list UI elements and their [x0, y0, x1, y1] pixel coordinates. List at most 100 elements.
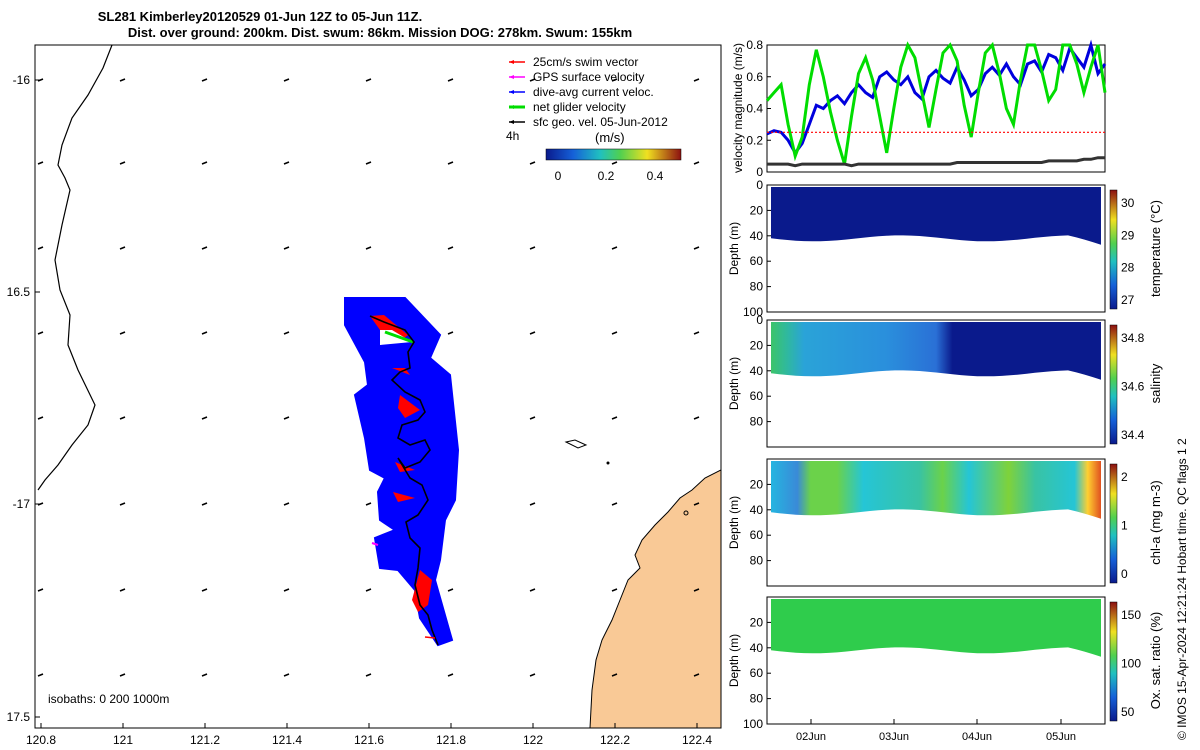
geo-arrow [119, 588, 126, 592]
geo-arrow [611, 588, 618, 592]
title-line-1: SL281 Kimberley20120529 01-Jun 12Z to 05… [97, 9, 423, 24]
colorbar-tick-label: 34.4 [1121, 428, 1145, 442]
map-panel: 120.8 121 121.2 121.4 121.6 121.8 122 122.2 122.… [7, 44, 722, 747]
geo-arrow [365, 588, 372, 592]
profile-data-band [771, 461, 1101, 519]
geo-arrow [447, 246, 454, 250]
colorbar-tick-label: 29 [1121, 228, 1135, 242]
velocity-line [766, 39, 1107, 156]
geo-arrow [529, 78, 536, 82]
geo-arrow [119, 331, 126, 335]
geo-arrow [447, 588, 454, 592]
velocity-y-tick-label: 0.2 [746, 133, 763, 147]
geo-arrow [611, 246, 618, 250]
depth-tick-label: 80 [750, 415, 764, 429]
geo-arrow [283, 588, 290, 592]
depth-tick-label: 40 [750, 641, 764, 655]
geo-arrow [693, 588, 700, 592]
colorbar-tick-label: 150 [1121, 608, 1141, 622]
legend-label: sfc geo. vel. 05-Jun-2012 [533, 115, 668, 129]
title-line-2: Dist. over ground: 200km. Dist. swum: 86… [127, 25, 633, 40]
legend-label: net glider velocity [533, 100, 626, 114]
profile-colorbar [1109, 324, 1118, 445]
depth-tick-label: 80 [750, 280, 764, 294]
geo-arrow [611, 78, 618, 82]
geo-arrow [37, 246, 44, 250]
geo-arrow [693, 502, 700, 506]
velocity-y-tick-label: 0.8 [746, 38, 763, 52]
geo-arrow [365, 673, 372, 677]
depth-tick-label: 80 [750, 692, 764, 706]
colorbar-label: salinity [1148, 363, 1163, 403]
geo-arrow [283, 161, 290, 165]
geo-arrow [201, 78, 208, 82]
depth-tick-label: 20 [750, 338, 764, 352]
map-colorbar [545, 148, 682, 161]
profile-panel: 20 40 60 80 100 Depth (m) 50 100 150 Ox. sat. rat… [727, 596, 1163, 731]
geo-arrow [611, 331, 618, 335]
footer-credit: © IMOS 15-Apr-2024 12:21:24 Hobart time.… [1175, 438, 1189, 740]
velocity-series [765, 39, 1107, 168]
profile-colorbar [1109, 189, 1118, 310]
colorbar-tick-label: 30 [1121, 196, 1135, 210]
velocity-line [767, 156, 1105, 168]
geo-arrow [37, 416, 44, 420]
isobaths-label: isobaths: 0 200 1000m [48, 692, 169, 706]
geo-arrow [447, 331, 454, 335]
geo-arrow [529, 331, 536, 335]
colorbar-tick-label: 28 [1121, 261, 1135, 275]
map-x-tick-label: 122.2 [600, 733, 630, 747]
map-x-tick-label: 121 [113, 733, 133, 747]
geo-arrow [693, 246, 700, 250]
geo-arrow [119, 246, 126, 250]
colorbar-tick-label: 100 [1121, 657, 1141, 671]
colorbar-tick-label: 27 [1121, 293, 1135, 307]
geo-arrow [37, 502, 44, 506]
velocity-y-tick-label: 0.6 [746, 70, 763, 84]
legend-arrowhead [509, 90, 514, 94]
colorbar-tick-label: 1 [1121, 519, 1128, 533]
profile-data-band [771, 187, 1101, 245]
swim-vector-arrow [424, 636, 436, 639]
map-colorbar-unit: (m/s) [595, 130, 625, 145]
map-y-axis: -16 16.5 -17 17.5 [7, 73, 40, 724]
depth-tick-label: 0 [756, 178, 763, 192]
geo-arrow [611, 502, 618, 506]
colorbar-tick-label: 2 [1121, 470, 1128, 484]
colorbar-tick-label: 0 [1121, 567, 1128, 581]
geo-arrow [693, 416, 700, 420]
map-x-tick-label: 122.4 [682, 733, 712, 747]
geo-arrow [201, 331, 208, 335]
geo-arrow [37, 331, 44, 335]
map-colorbar-tick-label: 0.2 [598, 169, 615, 183]
map-colorbar-tick-label: 0 [555, 169, 562, 183]
geo-arrow [283, 502, 290, 506]
colorbar-tick-label: 34.6 [1121, 380, 1145, 394]
profile-panel: 0 20 40 60 80 100 Depth (m) 27 28 29 30 temperature… [727, 178, 1163, 319]
profile-colorbar [1109, 601, 1118, 722]
time-tick-label: 03Jun [879, 731, 909, 743]
velocity-y-tick-label: 0.4 [746, 102, 763, 116]
geo-arrow [693, 161, 700, 165]
depth-tick-label: 40 [750, 503, 764, 517]
swim-vector-patch [393, 492, 415, 502]
profile-panel: 0 20 40 60 80 Depth (m) 34.4 34.6 34.8 salinity [727, 313, 1163, 448]
colorbar-label: Ox. sat. ratio (%) [1148, 612, 1163, 710]
time-tick-label: 04Jun [962, 731, 992, 743]
colorbar-tick-label: 50 [1121, 705, 1135, 719]
geo-arrow [529, 588, 536, 592]
map-y-tick-label: 16.5 [7, 285, 31, 299]
geo-arrow [529, 161, 536, 165]
depth-tick-label: 60 [750, 389, 764, 403]
gps-velocity-arrow [371, 542, 379, 546]
depth-tick-label: 100 [743, 305, 763, 319]
geo-arrow [529, 502, 536, 506]
colorbar-label: temperature (°C) [1148, 200, 1163, 297]
geo-arrow [693, 673, 700, 677]
velocity-y-axis: 0 0.2 0.4 0.6 0.8 [746, 38, 771, 179]
geo-arrow [611, 161, 618, 165]
geo-arrow [37, 161, 44, 165]
geo-arrow [611, 416, 618, 420]
